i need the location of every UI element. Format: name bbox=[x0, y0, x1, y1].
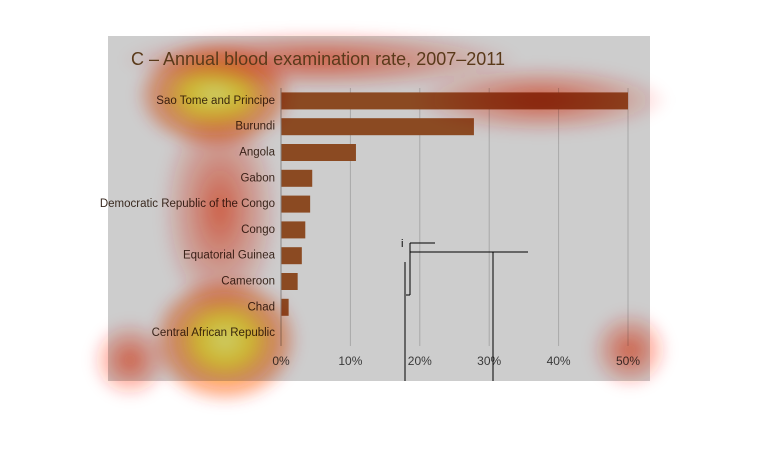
heatmap bbox=[90, 30, 670, 405]
bar bbox=[281, 118, 474, 136]
heat-spot bbox=[590, 310, 670, 390]
x-tick-label: 40% bbox=[547, 354, 571, 368]
bar bbox=[281, 169, 313, 187]
bar bbox=[281, 221, 306, 239]
overlay-lines bbox=[404, 242, 528, 381]
bar bbox=[281, 144, 356, 161]
bar bbox=[281, 247, 302, 265]
chart-title: C – Annual blood examination rate, 2007–… bbox=[131, 49, 505, 69]
x-tick-label: 30% bbox=[477, 354, 501, 368]
heat-spot bbox=[160, 100, 280, 320]
x-tick-label: 10% bbox=[338, 354, 362, 368]
bar bbox=[281, 273, 298, 290]
heat-spot bbox=[410, 65, 670, 135]
x-tick-label: 20% bbox=[408, 354, 432, 368]
annotation: i bbox=[401, 238, 403, 250]
heat-spot bbox=[150, 275, 300, 405]
heat-spot bbox=[120, 30, 520, 90]
bar bbox=[281, 195, 311, 213]
heat-spot bbox=[90, 320, 170, 400]
